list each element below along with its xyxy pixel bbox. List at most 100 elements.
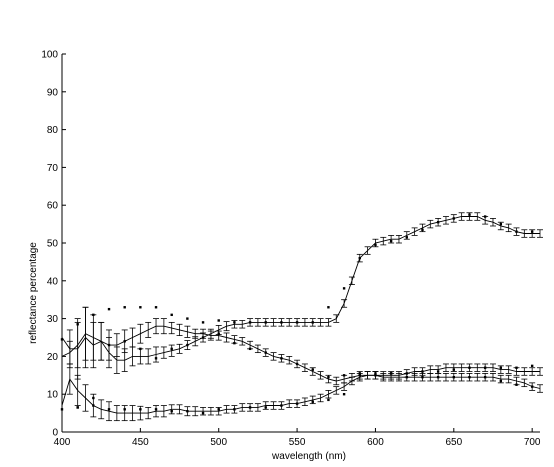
y-tick-label: 80 <box>47 125 59 136</box>
data-point <box>170 313 173 317</box>
series-3 <box>61 363 543 422</box>
data-point <box>530 364 534 368</box>
data-point <box>186 317 189 320</box>
data-point <box>295 321 299 324</box>
data-point <box>530 230 534 233</box>
data-point <box>499 366 503 369</box>
data-point <box>530 385 534 388</box>
data-point <box>468 375 471 379</box>
data-point <box>374 374 377 377</box>
y-tick-label: 30 <box>47 314 59 325</box>
data-point <box>107 408 111 411</box>
data-point <box>201 321 205 324</box>
y-tick-label: 100 <box>41 50 58 61</box>
data-point <box>139 306 142 309</box>
data-point <box>139 408 142 411</box>
data-point <box>468 366 471 369</box>
data-point <box>499 222 503 226</box>
series-1 <box>61 212 543 380</box>
data-point <box>436 370 440 373</box>
x-tick-label: 450 <box>132 437 149 448</box>
data-point <box>264 406 267 409</box>
data-point <box>374 372 377 375</box>
data-point <box>468 213 471 216</box>
data-point <box>358 372 361 375</box>
y-tick-label: 50 <box>47 239 59 250</box>
data-point <box>217 319 220 322</box>
x-tick-label: 500 <box>210 437 227 448</box>
data-point <box>295 402 299 405</box>
data-point <box>170 347 173 351</box>
data-point <box>436 221 440 224</box>
data-point <box>327 398 330 402</box>
data-point <box>76 323 79 326</box>
data-point <box>123 306 126 309</box>
y-axis-label: reflectance percentage <box>28 242 39 344</box>
data-point <box>154 408 158 411</box>
y-tick-label: 0 <box>52 428 58 439</box>
data-point <box>233 321 236 324</box>
data-point <box>483 215 487 218</box>
data-point <box>421 370 424 373</box>
y-tick-label: 40 <box>47 276 59 287</box>
data-point <box>311 400 314 403</box>
data-point <box>327 306 330 309</box>
data-point <box>515 383 518 386</box>
data-point <box>92 313 95 317</box>
marker-series-3 <box>76 364 534 415</box>
data-point <box>217 332 220 335</box>
data-point <box>123 408 126 411</box>
y-tick-label: 20 <box>47 352 59 363</box>
data-point <box>186 343 189 347</box>
data-point <box>389 239 393 243</box>
data-point <box>515 230 518 233</box>
plot-area <box>60 212 543 422</box>
data-point <box>280 357 283 360</box>
y-tick-label: 10 <box>47 390 59 401</box>
data-point <box>405 375 408 379</box>
data-point <box>483 375 487 379</box>
series-2 <box>61 306 543 393</box>
data-point <box>264 321 267 324</box>
data-point <box>154 306 158 309</box>
data-point <box>60 338 64 341</box>
data-point <box>342 393 346 396</box>
marker-series-1 <box>60 213 534 341</box>
data-point <box>342 287 346 290</box>
data-point <box>248 321 252 324</box>
y-tick-label: 90 <box>47 87 59 98</box>
data-point <box>123 340 126 343</box>
data-point <box>60 408 64 411</box>
data-point <box>374 243 377 247</box>
data-point <box>264 351 267 354</box>
data-point <box>186 410 189 413</box>
data-point <box>452 375 456 379</box>
data-point <box>233 341 236 345</box>
x-tick-label: 650 <box>445 437 462 448</box>
series-line <box>61 216 540 361</box>
data-point <box>421 375 424 379</box>
data-point <box>452 217 456 220</box>
series-line <box>61 325 541 389</box>
data-point <box>107 343 111 347</box>
marker-series-2 <box>60 332 534 411</box>
data-point <box>92 404 95 407</box>
data-point <box>139 347 142 351</box>
data-point <box>515 366 518 369</box>
data-point <box>358 374 361 377</box>
data-point <box>311 368 314 371</box>
data-point <box>342 374 346 377</box>
x-tick-label: 700 <box>524 437 541 448</box>
data-point <box>201 336 205 339</box>
data-point <box>248 347 252 351</box>
data-point <box>421 228 424 231</box>
data-point <box>280 321 283 324</box>
y-tick-label: 60 <box>47 201 59 212</box>
data-point <box>217 408 220 411</box>
data-point <box>154 357 158 360</box>
data-point <box>201 411 205 415</box>
x-tick-label: 550 <box>289 437 306 448</box>
data-point <box>436 375 440 379</box>
data-point <box>405 372 408 375</box>
